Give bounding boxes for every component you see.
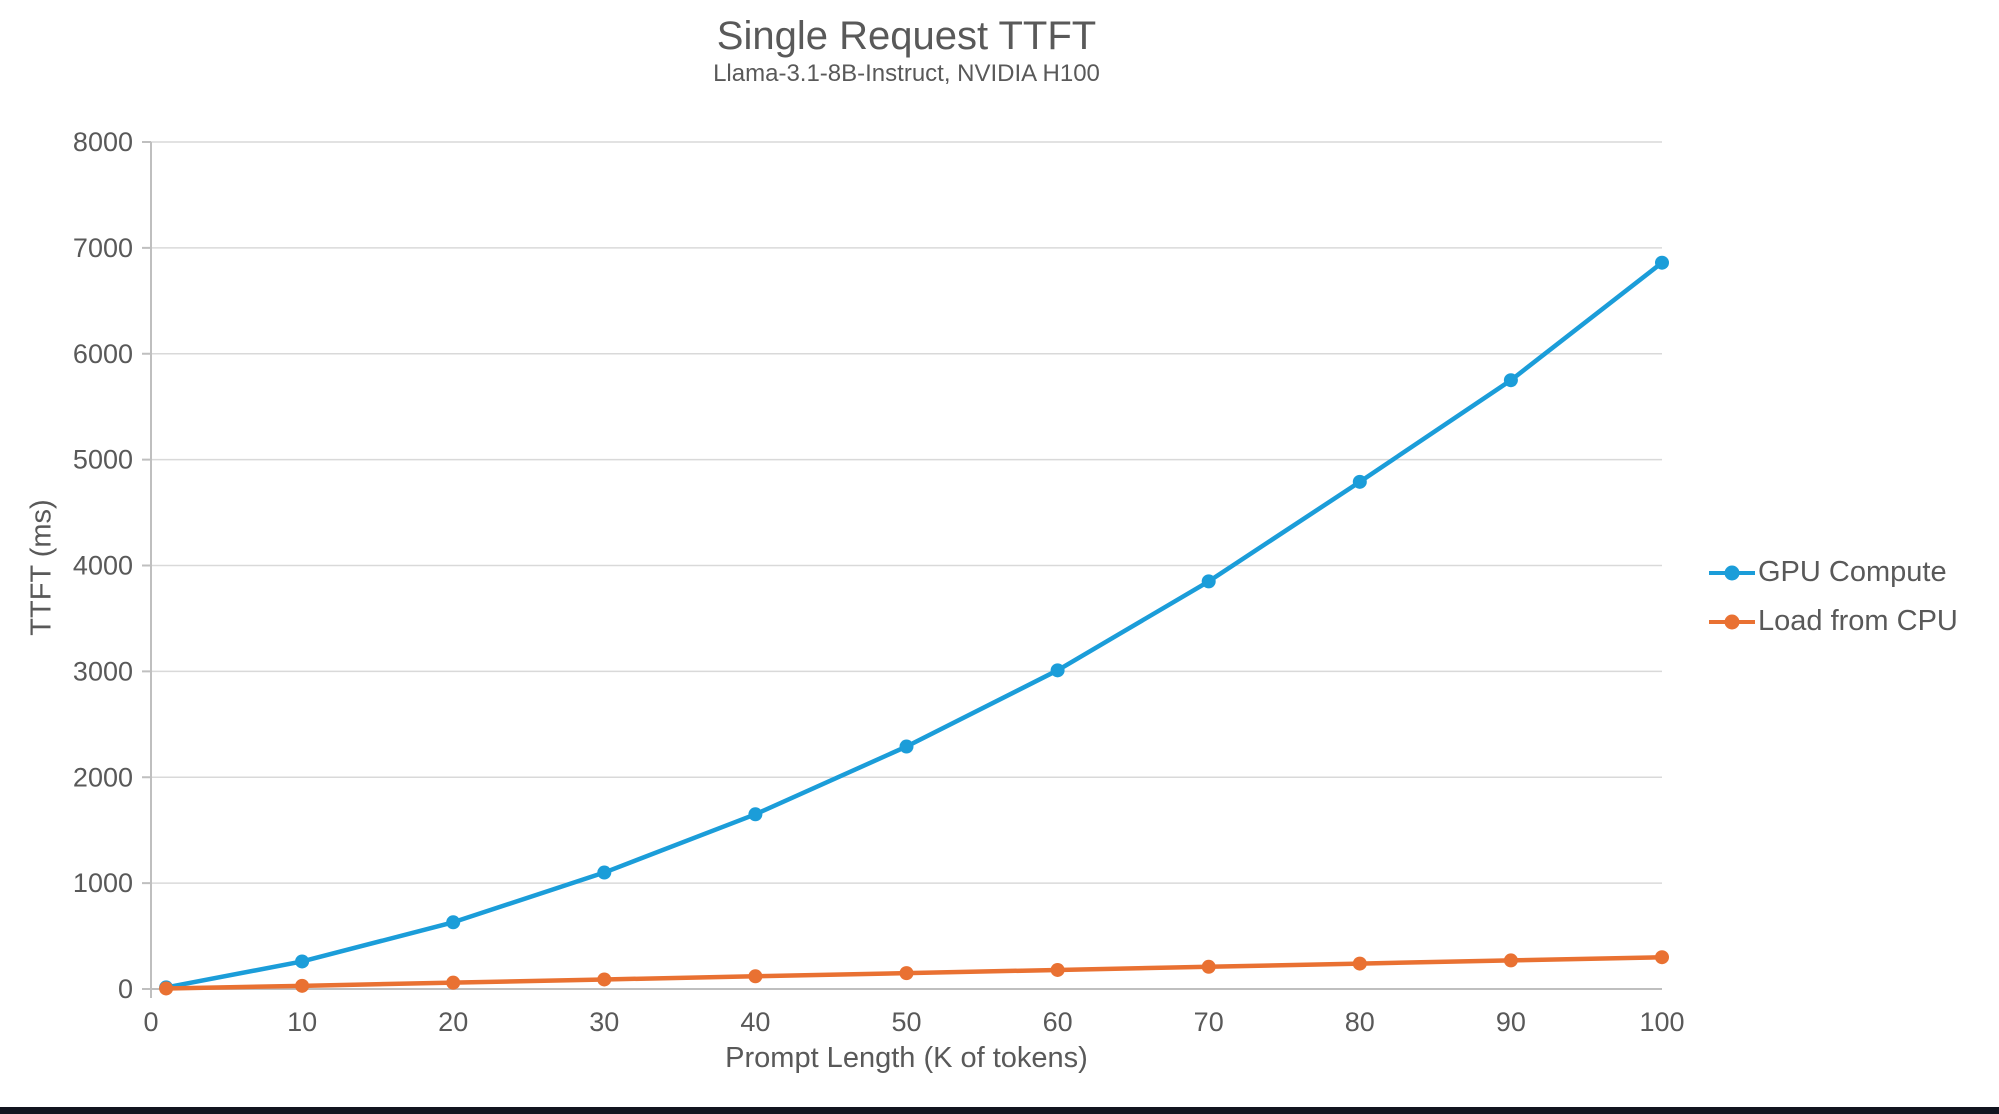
series-line-0 bbox=[163, 260, 1665, 990]
data-point bbox=[1503, 953, 1518, 968]
x-tick-label: 50 bbox=[891, 1007, 921, 1037]
data-point bbox=[446, 915, 461, 930]
legend: GPU Compute Load from CPU bbox=[1708, 556, 1958, 638]
legend-item-1: Load from CPU bbox=[1708, 605, 1958, 638]
y-tick-label: 4000 bbox=[73, 551, 133, 581]
y-tick-label: 7000 bbox=[73, 233, 133, 263]
data-point bbox=[1352, 956, 1367, 971]
x-tick-label: 10 bbox=[287, 1007, 317, 1037]
x-tick-label: 30 bbox=[589, 1007, 619, 1037]
x-tick-label: 90 bbox=[1496, 1007, 1526, 1037]
data-point bbox=[295, 978, 310, 993]
data-point bbox=[899, 739, 914, 754]
x-tick-label: 40 bbox=[740, 1007, 770, 1037]
data-point bbox=[1655, 950, 1669, 965]
data-point bbox=[1050, 663, 1065, 678]
y-axis-title: TTFT (ms) bbox=[25, 499, 58, 636]
chart-title: Single Request TTFT bbox=[716, 14, 1097, 58]
data-point bbox=[1352, 474, 1367, 489]
legend-marker-icon bbox=[1709, 614, 1755, 629]
data-point bbox=[899, 966, 914, 981]
x-tick-label: 70 bbox=[1194, 1007, 1224, 1037]
data-point bbox=[748, 969, 763, 984]
data-point bbox=[1050, 962, 1065, 977]
legend-marker-icon bbox=[1709, 565, 1755, 580]
data-point bbox=[1201, 959, 1216, 974]
chart-subtitle: Llama-3.1-8B-Instruct, NVIDIA H100 bbox=[713, 60, 1100, 87]
bottom-border-bar bbox=[0, 1107, 1999, 1114]
y-tick-label: 6000 bbox=[73, 339, 133, 369]
y-tick-label: 1000 bbox=[73, 868, 133, 898]
data-point bbox=[597, 865, 612, 880]
y-tick-label: 8000 bbox=[73, 127, 133, 157]
x-tick-label: 100 bbox=[1639, 1007, 1684, 1037]
x-tick-label: 60 bbox=[1043, 1007, 1073, 1037]
y-tick-label: 0 bbox=[118, 974, 133, 1004]
data-point bbox=[597, 972, 612, 987]
data-point bbox=[1201, 574, 1216, 589]
legend-item-0: GPU Compute bbox=[1708, 556, 1958, 589]
legend-label: GPU Compute bbox=[1758, 556, 1947, 588]
data-point bbox=[446, 975, 461, 990]
y-tick-label: 5000 bbox=[73, 445, 133, 475]
x-tick-label: 20 bbox=[438, 1007, 468, 1037]
series-line-1 bbox=[163, 954, 1665, 991]
y-tick-label: 2000 bbox=[73, 762, 133, 792]
data-point bbox=[1503, 373, 1518, 388]
data-point bbox=[748, 807, 763, 822]
x-tick-label: 80 bbox=[1345, 1007, 1375, 1037]
y-tick-label: 3000 bbox=[73, 656, 133, 686]
x-axis-title: Prompt Length (K of tokens) bbox=[725, 1042, 1088, 1074]
data-point bbox=[159, 981, 174, 996]
data-point bbox=[1655, 255, 1669, 270]
data-point bbox=[295, 954, 310, 969]
legend-label: Load from CPU bbox=[1758, 605, 1958, 637]
x-tick-label: 0 bbox=[143, 1007, 158, 1037]
